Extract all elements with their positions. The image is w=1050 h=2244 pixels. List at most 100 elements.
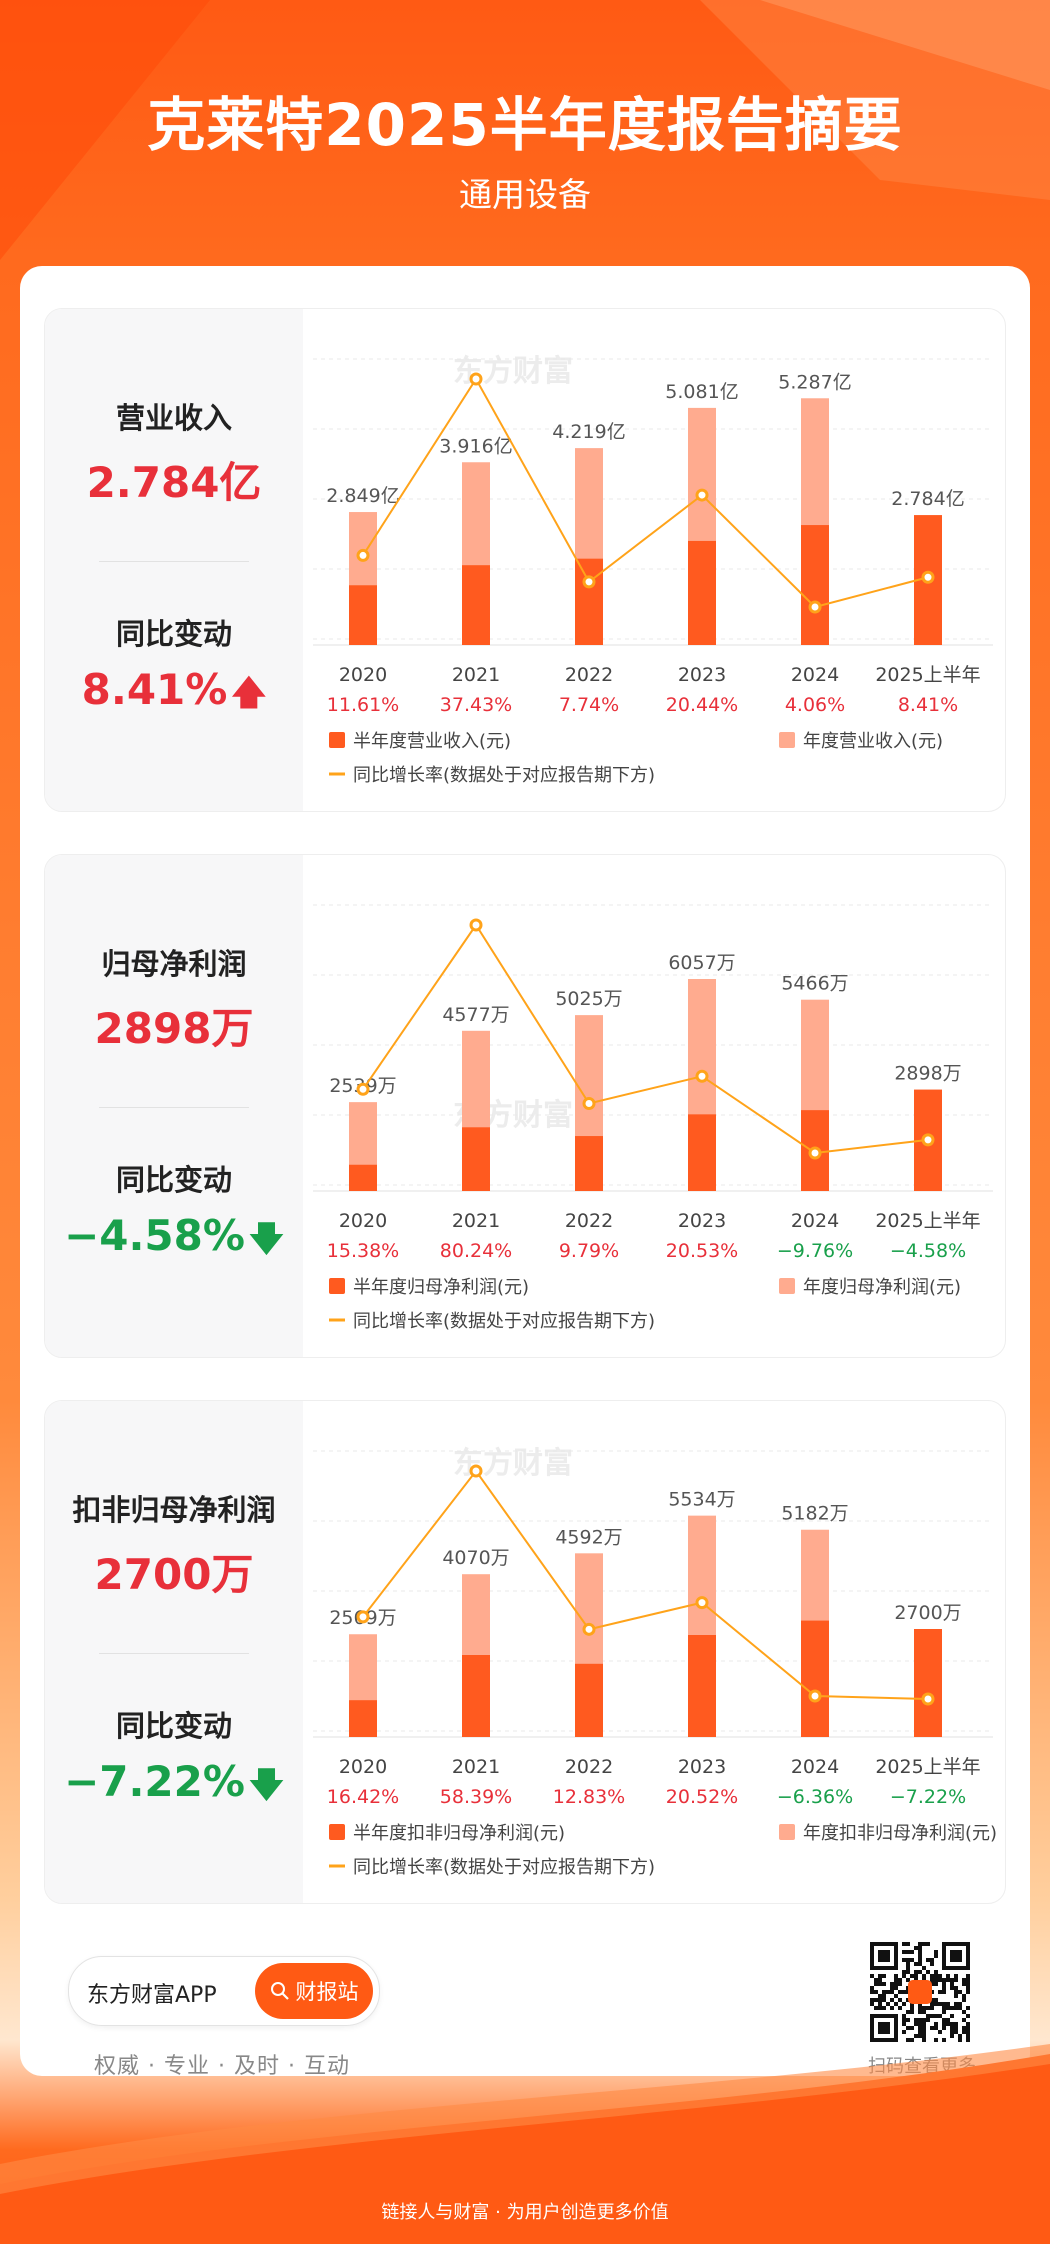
qr-cell xyxy=(898,1982,902,1986)
x-tick-label: 2025上半年 xyxy=(875,1756,980,1778)
growth-label: 16.42% xyxy=(327,1786,399,1808)
qr-cell xyxy=(930,1974,934,1978)
bar-value-label: 2.784亿 xyxy=(891,488,964,510)
qr-cell xyxy=(898,1978,902,1982)
qr-cell xyxy=(874,1966,878,1970)
adjusted-net-profit-change-value: −7.22% xyxy=(64,1757,245,1806)
growth-label: 7.74% xyxy=(559,694,619,716)
qr-cell xyxy=(878,2038,882,2042)
qr-cell xyxy=(870,2002,874,2006)
bar-value-label: 4577万 xyxy=(442,1004,509,1026)
qr-cell xyxy=(886,2038,890,2042)
net-profit-label: 归母净利润 xyxy=(101,947,247,981)
half-year-bar xyxy=(462,565,490,645)
divider xyxy=(99,561,249,562)
qr-cell xyxy=(882,1982,886,1986)
qr-cell xyxy=(934,2022,938,2026)
qr-cell xyxy=(902,2014,906,2018)
qr-cell xyxy=(906,1958,910,1962)
report-station-button[interactable]: 财报站 xyxy=(255,1963,373,2019)
half-year-bar xyxy=(575,1136,603,1191)
app-badge[interactable]: 东方财富APP 财报站 xyxy=(68,1956,380,2026)
qr-cell xyxy=(958,1990,962,1994)
qr-cell xyxy=(954,1954,958,1958)
qr-cell xyxy=(938,1978,942,1982)
qr-cell xyxy=(878,2022,882,2026)
qr-cell xyxy=(894,2022,898,2026)
qr-cell xyxy=(870,1998,874,2002)
growth-point xyxy=(695,488,709,502)
qr-cell xyxy=(914,1946,918,1950)
qr-cell xyxy=(898,1998,902,2002)
qr-cell xyxy=(966,2038,970,2042)
qr-cell xyxy=(878,1978,882,1982)
qr-cell xyxy=(894,2014,898,2018)
qr-cell xyxy=(874,1942,878,1946)
qr-cell xyxy=(922,2022,926,2026)
legend-swatch-half xyxy=(329,1278,345,1294)
qr-cell xyxy=(934,1950,938,1954)
qr-cell xyxy=(894,2002,898,2006)
qr-cell xyxy=(946,1942,950,1946)
legend-label-growth: 同比增长率(数据处于对应报告期下方) xyxy=(353,1857,655,1878)
qr-cell xyxy=(910,2002,914,2006)
qr-cell xyxy=(918,1958,922,1962)
qr-cell xyxy=(894,1986,898,1990)
qr-cell xyxy=(870,2014,874,2018)
qr-cell xyxy=(926,1942,930,1946)
qr-cell xyxy=(870,1954,874,1958)
qr-cell xyxy=(954,2002,958,2006)
qr-cell xyxy=(942,2026,946,2030)
qr-cell xyxy=(870,1990,874,1994)
qr-cell xyxy=(966,1954,970,1958)
qr-cell xyxy=(906,1970,910,1974)
qr-cell xyxy=(890,1982,894,1986)
qr-cell xyxy=(906,1950,910,1954)
qr-cell xyxy=(958,2006,962,2010)
qr-cell xyxy=(950,1954,954,1958)
growth-line xyxy=(362,923,929,1155)
bar-value-label: 5025万 xyxy=(555,988,622,1010)
qr-cell xyxy=(954,1978,958,1982)
qr-cell xyxy=(890,1986,894,1990)
qr-cell xyxy=(894,1942,898,1946)
qr-cell xyxy=(894,1978,898,1982)
qr-cell xyxy=(890,1990,894,1994)
qr-cell xyxy=(910,2010,914,2014)
qr-cell xyxy=(878,2002,882,2006)
x-tick-label: 2020 xyxy=(339,1756,387,1778)
qr-cell xyxy=(942,1942,946,1946)
qr-cell xyxy=(966,2006,970,2010)
qr-cell xyxy=(966,1942,970,1946)
qr-cell xyxy=(870,1946,874,1950)
qr-cell xyxy=(906,1942,910,1946)
qr-cell xyxy=(878,1974,882,1978)
half-year-bar xyxy=(349,1700,377,1737)
qr-cell xyxy=(918,2006,922,2010)
bar-value-label: 5466万 xyxy=(781,973,848,995)
half-year-bar xyxy=(575,1663,603,1737)
qr-cell xyxy=(874,2038,878,2042)
qr-cell xyxy=(918,2034,922,2038)
qr-cell xyxy=(950,2022,954,2026)
x-tick-label: 2021 xyxy=(452,1210,500,1232)
qr-cell xyxy=(962,2026,966,2030)
qr-cell xyxy=(930,2014,934,2018)
qr-cell xyxy=(870,1962,874,1966)
qr-cell xyxy=(934,2038,938,2042)
qr-cell xyxy=(894,1966,898,1970)
qr-cell xyxy=(906,2026,910,2030)
x-tick-label: 2025上半年 xyxy=(875,664,980,686)
qr-cell xyxy=(882,1994,886,1998)
growth-label: 9.79% xyxy=(559,1240,619,1262)
qr-code-icon[interactable] xyxy=(870,1942,970,2042)
x-tick-label: 2023 xyxy=(678,664,726,686)
qr-cell xyxy=(902,1970,906,1974)
revenue-change-value: 8.41% xyxy=(81,665,228,714)
qr-cell xyxy=(882,1990,886,1994)
qr-cell xyxy=(954,2030,958,2034)
revenue-panel: 营业收入 2.784亿 同比变动 8.41% 🡅 东方财富 2.849亿 2020 11… xyxy=(44,308,1006,812)
x-tick-label: 2023 xyxy=(678,1210,726,1232)
qr-cell xyxy=(902,2030,906,2034)
qr-cell xyxy=(894,1950,898,1954)
